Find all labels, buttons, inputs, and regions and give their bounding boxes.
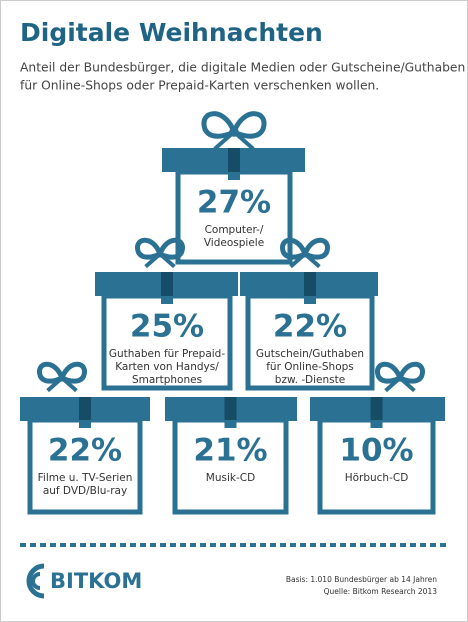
subtitle: für Online-Shops oder Prepaid-Karten ver… bbox=[20, 79, 379, 93]
bow-loop bbox=[37, 361, 65, 384]
subtitle: Anteil der Bundesbürger, die digitale Me… bbox=[20, 61, 465, 75]
bow-knot bbox=[229, 127, 239, 137]
gift: 10% Hörbuch-CD bbox=[310, 361, 445, 515]
bow-loop bbox=[231, 111, 267, 139]
bow-knot bbox=[301, 250, 309, 258]
bow-knot bbox=[156, 250, 164, 258]
logo-text: BITKOM bbox=[50, 569, 142, 593]
bow-loop bbox=[157, 237, 185, 260]
gift: 21% Musik-CD bbox=[165, 397, 297, 515]
gift-body bbox=[27, 417, 143, 515]
bow-loop bbox=[59, 361, 87, 384]
gift-label: Gutschein/Guthaben bbox=[256, 348, 364, 360]
gift-ribbon bbox=[79, 420, 91, 428]
gift-label: Filme u. TV-Serien bbox=[38, 472, 133, 484]
gift-value: 21% bbox=[193, 433, 267, 469]
gift-ribbon bbox=[304, 296, 316, 304]
gift-ribbon bbox=[228, 148, 240, 172]
gift-ribbon bbox=[370, 397, 383, 421]
gift-ribbon bbox=[224, 397, 237, 421]
gift-label: Karten von Handys/ bbox=[115, 361, 219, 373]
gift-label: Musik-CD bbox=[206, 472, 255, 484]
gift-value: 27% bbox=[197, 185, 271, 221]
gift-ribbon bbox=[79, 397, 91, 421]
gift-ribbon bbox=[304, 272, 316, 296]
footnote: Basis: 1.010 Bundesbürger ab 14 Jahren bbox=[286, 575, 437, 584]
gift-value: 25% bbox=[130, 309, 204, 345]
gift: 25% Guthaben für Prepaid-Karten von Handy… bbox=[95, 237, 238, 391]
gift-ribbon bbox=[228, 172, 240, 180]
gift-label: Smartphones bbox=[132, 374, 202, 386]
gift-ribbon bbox=[161, 272, 173, 296]
gift-label: für Online-Shops bbox=[266, 361, 354, 373]
gift-label: Videospiele bbox=[204, 237, 264, 249]
bow-knot bbox=[58, 374, 66, 382]
bow-knot bbox=[396, 374, 404, 382]
gift-ribbon bbox=[370, 420, 383, 428]
bow-loop bbox=[135, 237, 163, 260]
title: Digitale Weihnachten bbox=[20, 18, 323, 47]
gift-body bbox=[172, 417, 289, 515]
bow-loop bbox=[302, 237, 330, 260]
bow-loop bbox=[280, 237, 308, 260]
gift-label: Hörbuch-CD bbox=[345, 472, 409, 484]
gift-label: Computer-/ bbox=[205, 224, 264, 236]
gift-label: auf DVD/Blu-ray bbox=[43, 485, 127, 497]
gift-body bbox=[175, 169, 293, 265]
gift-label: Guthaben für Prepaid- bbox=[109, 348, 225, 360]
gift-value: 22% bbox=[48, 433, 122, 469]
bow-loop bbox=[375, 361, 403, 384]
gift: 27% Computer-/Videospiele bbox=[162, 111, 305, 265]
gift-ribbon bbox=[161, 296, 173, 304]
footnote: Quelle: Bitkom Research 2013 bbox=[324, 587, 438, 596]
bow-loop bbox=[397, 361, 425, 384]
gift-value: 10% bbox=[339, 433, 413, 469]
gift-label: bzw. -Dienste bbox=[275, 374, 345, 386]
gift-ribbon bbox=[224, 420, 237, 428]
gift-value: 22% bbox=[273, 309, 347, 345]
bow-loop bbox=[201, 111, 237, 139]
logo-icon bbox=[26, 563, 45, 599]
